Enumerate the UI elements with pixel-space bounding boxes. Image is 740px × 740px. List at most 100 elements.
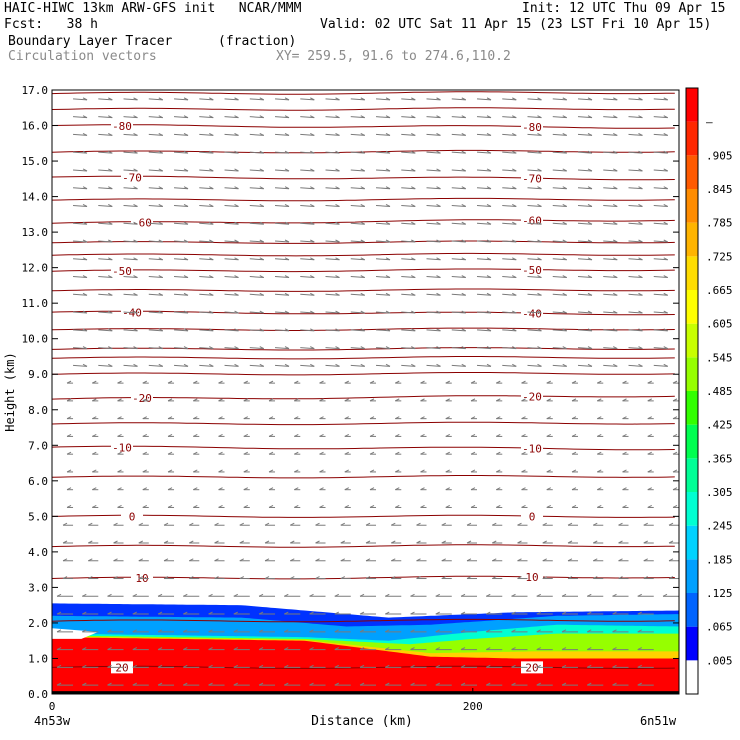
colorbar-swatch xyxy=(686,222,698,257)
vector-head xyxy=(183,186,189,190)
vector-head xyxy=(436,204,441,207)
vector-head xyxy=(618,522,623,526)
vector xyxy=(350,240,365,243)
vector-head xyxy=(537,150,542,154)
vector xyxy=(350,204,365,207)
vector-head xyxy=(593,558,598,562)
vector xyxy=(173,347,189,350)
vector-head xyxy=(537,292,542,296)
vector-head xyxy=(461,257,466,261)
vector-head xyxy=(537,186,542,190)
vector-head xyxy=(264,576,270,579)
vector xyxy=(401,204,416,207)
vector xyxy=(527,204,542,207)
vector xyxy=(426,133,441,136)
vector-head xyxy=(441,522,446,526)
vector-head xyxy=(310,346,315,350)
y-tick-label: 17.0 xyxy=(22,84,49,97)
vector-head xyxy=(546,469,551,473)
vector xyxy=(274,187,290,190)
vector-head xyxy=(672,487,678,491)
y-tick-label: 9.0 xyxy=(28,368,48,381)
vector-head xyxy=(613,363,618,367)
vector-head xyxy=(284,275,290,278)
vector-head xyxy=(385,292,391,296)
vector-head xyxy=(420,380,425,384)
vector xyxy=(603,204,618,207)
vector-head xyxy=(637,629,642,633)
vector-head xyxy=(597,451,602,455)
vector-head xyxy=(466,540,472,544)
vector xyxy=(577,258,593,261)
vector-head xyxy=(113,522,118,526)
vector-head xyxy=(460,682,466,686)
vector-head xyxy=(612,629,617,633)
vector-head xyxy=(385,132,391,136)
vector-head xyxy=(521,416,526,420)
vector-head xyxy=(647,469,652,473)
vector-head xyxy=(218,380,223,384)
vector-head xyxy=(234,115,239,119)
vector-head xyxy=(411,221,416,225)
vector-head xyxy=(259,275,265,278)
vector-head xyxy=(369,416,375,420)
vector-head xyxy=(496,380,501,384)
vector xyxy=(123,222,138,225)
vector xyxy=(148,98,163,101)
vector xyxy=(249,204,264,207)
x-left-label: 4n53w xyxy=(34,714,71,728)
vector xyxy=(350,293,365,296)
vector-head xyxy=(461,97,466,101)
vector xyxy=(98,169,113,172)
vector-head xyxy=(310,186,315,190)
vector xyxy=(300,151,315,154)
contour-line-12 xyxy=(52,475,675,479)
vector-head xyxy=(335,292,340,296)
vector xyxy=(577,116,593,119)
colorbar-swatch xyxy=(686,593,698,627)
vector xyxy=(628,293,643,296)
vector-head xyxy=(183,647,188,651)
vector xyxy=(300,293,315,296)
vector-head xyxy=(209,275,214,278)
vector xyxy=(73,98,88,101)
vector-head xyxy=(466,558,472,562)
vector-head xyxy=(259,186,265,190)
vector-head xyxy=(334,647,339,651)
vector-head xyxy=(587,132,593,136)
vector-head xyxy=(672,433,678,437)
vector-head xyxy=(597,380,602,384)
vector-head xyxy=(259,168,265,172)
vector xyxy=(98,222,113,225)
colorbar-label: .005 xyxy=(706,654,733,667)
vector-head xyxy=(638,292,643,296)
vector-head xyxy=(385,363,391,367)
vector-head xyxy=(637,664,642,668)
vector-head xyxy=(268,398,274,402)
vector-head xyxy=(663,221,668,225)
isotherm-label-bg xyxy=(521,390,543,403)
y-tick-label: 13.0 xyxy=(22,226,49,239)
vector-head xyxy=(587,664,592,668)
vector xyxy=(224,293,239,296)
vector-head xyxy=(391,558,396,562)
vector-head xyxy=(637,647,642,651)
vector-head xyxy=(132,682,138,686)
vector-head xyxy=(391,576,396,579)
vector-head xyxy=(416,558,421,562)
vector xyxy=(628,311,643,314)
vector-head xyxy=(258,647,264,651)
vector-head xyxy=(562,221,567,225)
vector-head xyxy=(335,328,340,332)
vector-head xyxy=(290,558,295,562)
vector-head xyxy=(310,221,315,225)
vector xyxy=(325,222,340,225)
vector-head xyxy=(496,487,501,491)
vector-head xyxy=(597,469,602,473)
vector-head xyxy=(562,257,567,261)
vector xyxy=(249,187,264,190)
vector xyxy=(199,329,214,332)
vector-head xyxy=(183,629,188,633)
vector-head xyxy=(492,540,497,544)
vector-head xyxy=(638,186,643,190)
